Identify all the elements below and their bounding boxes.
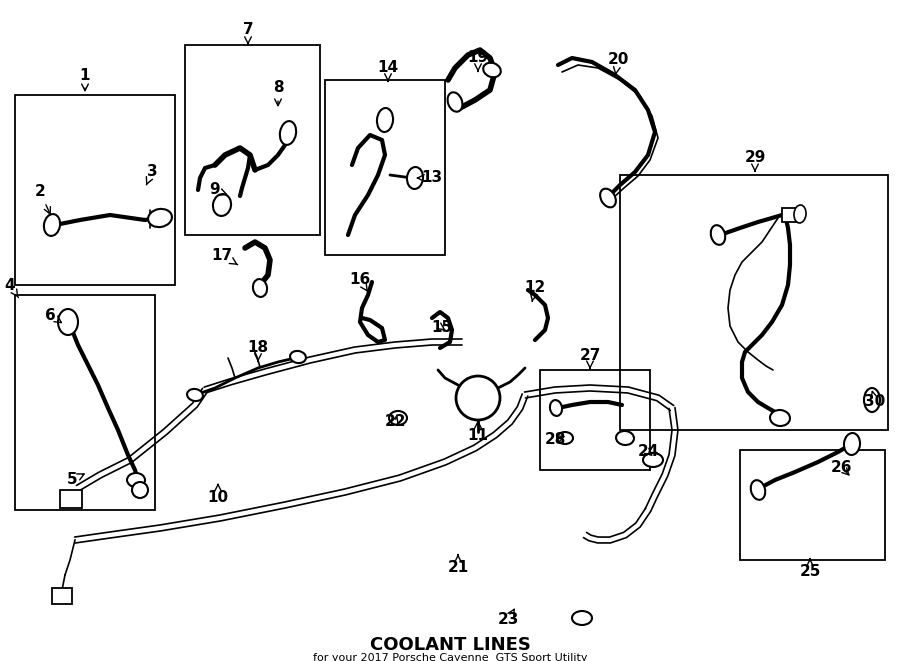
- Text: 28: 28: [544, 432, 566, 447]
- Text: 22: 22: [384, 414, 406, 430]
- Text: 16: 16: [349, 272, 371, 291]
- Text: 4: 4: [4, 278, 18, 297]
- Ellipse shape: [213, 194, 231, 216]
- Text: 26: 26: [832, 461, 853, 475]
- Bar: [52, 588, 72, 604]
- Ellipse shape: [148, 209, 172, 227]
- Text: 15: 15: [431, 321, 453, 336]
- Ellipse shape: [44, 214, 60, 236]
- Text: COOLANT LINES: COOLANT LINES: [370, 636, 530, 654]
- Bar: [325, 80, 445, 255]
- Ellipse shape: [127, 473, 145, 487]
- Bar: [185, 45, 320, 235]
- Text: 23: 23: [498, 609, 518, 627]
- Text: 7: 7: [243, 22, 253, 44]
- Ellipse shape: [770, 410, 790, 426]
- Text: 2: 2: [34, 184, 50, 214]
- Text: 8: 8: [273, 81, 284, 106]
- Text: 24: 24: [637, 444, 659, 459]
- Ellipse shape: [643, 453, 663, 467]
- Ellipse shape: [290, 351, 306, 363]
- Text: 3: 3: [147, 165, 158, 185]
- Ellipse shape: [280, 121, 296, 145]
- Ellipse shape: [711, 225, 725, 245]
- Circle shape: [132, 482, 148, 498]
- Ellipse shape: [58, 309, 78, 335]
- Ellipse shape: [253, 279, 267, 297]
- Ellipse shape: [572, 611, 592, 625]
- Text: 17: 17: [212, 247, 238, 265]
- Text: 1: 1: [80, 67, 90, 91]
- Text: 30: 30: [864, 391, 886, 410]
- Text: 5: 5: [67, 473, 84, 488]
- Text: 29: 29: [744, 151, 766, 171]
- Ellipse shape: [187, 389, 202, 401]
- Ellipse shape: [407, 167, 423, 189]
- Text: 19: 19: [467, 50, 489, 71]
- Text: 12: 12: [525, 280, 545, 301]
- Text: 20: 20: [608, 52, 629, 74]
- Ellipse shape: [751, 480, 765, 500]
- Text: 14: 14: [377, 61, 399, 81]
- Text: 9: 9: [210, 182, 227, 198]
- Text: 18: 18: [248, 340, 268, 361]
- Ellipse shape: [389, 411, 407, 425]
- Ellipse shape: [483, 63, 500, 77]
- Text: 6: 6: [45, 307, 61, 323]
- Text: 11: 11: [467, 421, 489, 442]
- Bar: [15, 95, 175, 285]
- Circle shape: [456, 376, 500, 420]
- Text: 10: 10: [207, 485, 229, 506]
- Bar: [782, 208, 800, 222]
- Bar: [540, 370, 650, 470]
- Bar: [15, 295, 155, 510]
- Ellipse shape: [447, 93, 463, 112]
- Text: for your 2017 Porsche Cayenne  GTS Sport Utility: for your 2017 Porsche Cayenne GTS Sport …: [313, 653, 587, 661]
- Text: 25: 25: [799, 559, 821, 580]
- Ellipse shape: [794, 205, 806, 223]
- Ellipse shape: [864, 388, 880, 412]
- Bar: [60, 490, 82, 508]
- Ellipse shape: [600, 188, 616, 208]
- Ellipse shape: [844, 433, 860, 455]
- Text: 13: 13: [418, 171, 443, 186]
- Ellipse shape: [616, 431, 634, 445]
- Bar: [740, 450, 885, 560]
- Bar: [620, 175, 888, 430]
- Ellipse shape: [377, 108, 393, 132]
- Text: 21: 21: [447, 555, 469, 576]
- Ellipse shape: [550, 400, 562, 416]
- Text: 27: 27: [580, 348, 600, 368]
- Ellipse shape: [557, 432, 573, 444]
